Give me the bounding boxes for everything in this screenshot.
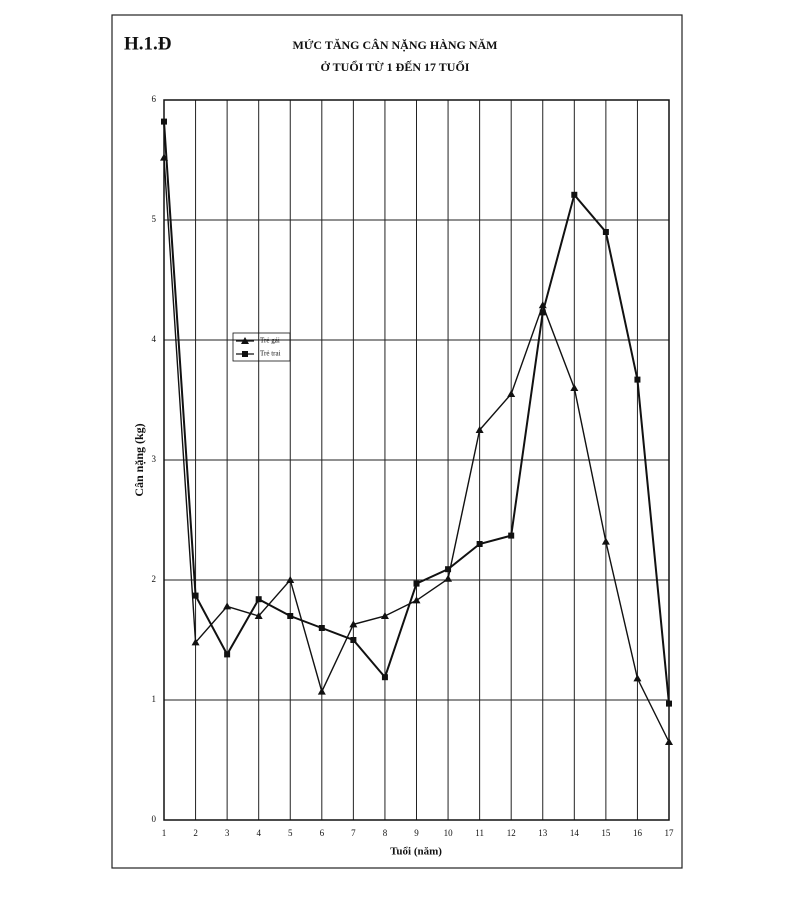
x-tick-label: 13: [538, 828, 548, 838]
x-tick-label: 5: [288, 828, 293, 838]
marker: [349, 620, 358, 628]
marker: [476, 541, 483, 547]
chart-title: MỨC TĂNG CÂN NẶNG HÀNG NĂM: [293, 38, 498, 52]
marker: [570, 384, 579, 391]
marker: [633, 674, 642, 682]
marker: [224, 651, 231, 658]
x-tick-label: 12: [507, 828, 516, 838]
x-tick-label: 15: [601, 828, 611, 838]
marker: [475, 426, 484, 433]
marker: [192, 592, 199, 599]
marker: [318, 625, 325, 631]
marker: [191, 638, 200, 646]
x-tick-label: 4: [256, 828, 261, 838]
y-tick-label: 5: [152, 214, 157, 224]
y-tick-label: 3: [152, 454, 157, 464]
y-tick-label: 2: [152, 574, 157, 584]
chart-subtitle: Ở TUỔI TỪ 1 ĐẾN 17 TUỔI: [321, 59, 470, 74]
y-tick-label: 4: [152, 334, 157, 344]
marker: [634, 376, 641, 383]
legend-box: [232, 332, 291, 362]
x-tick-label: 6: [320, 828, 325, 838]
marker: [317, 687, 326, 695]
marker: [666, 700, 672, 707]
page-frame: [111, 14, 683, 869]
legend-label: Trẻ gái: [260, 337, 280, 345]
x-tick-label: 7: [351, 828, 356, 838]
marker: [255, 596, 262, 603]
y-axis-label: Cân nặng (kg): [132, 423, 146, 496]
marker: [507, 390, 516, 397]
y-tick-label: 1: [152, 694, 157, 704]
figure-label: H.1.Đ: [124, 33, 172, 54]
marker: [161, 118, 167, 125]
marker: [254, 612, 263, 619]
legend-marker: [242, 351, 248, 357]
marker: [665, 738, 673, 745]
marker: [602, 229, 609, 235]
marker: [223, 602, 232, 610]
x-tick-label: 16: [633, 828, 643, 838]
x-tick-label: 9: [414, 828, 419, 838]
y-tick-label: 6: [152, 94, 157, 104]
y-tick-label: 0: [152, 814, 157, 824]
x-tick-label: 3: [225, 828, 230, 838]
marker: [445, 566, 452, 573]
marker: [350, 637, 357, 643]
marker: [413, 580, 420, 587]
marker: [539, 309, 546, 316]
x-tick-label: 10: [444, 828, 454, 838]
marker: [571, 191, 578, 198]
x-tick-label: 14: [570, 828, 580, 838]
x-axis-label: Tuổi (năm): [390, 846, 442, 858]
x-tick-label: 11: [475, 828, 484, 838]
marker: [286, 576, 295, 583]
marker: [412, 596, 421, 604]
marker: [381, 674, 388, 681]
marker: [508, 532, 515, 539]
plot-frame: [163, 99, 670, 821]
x-tick-label: 1: [162, 828, 167, 838]
x-tick-label: 17: [665, 828, 675, 838]
legend-marker: [241, 337, 249, 344]
marker: [444, 574, 453, 582]
marker: [287, 613, 294, 619]
marker: [380, 612, 389, 619]
legend-label: Trẻ trai: [260, 350, 281, 358]
marker: [601, 537, 610, 545]
x-tick-label: 8: [383, 828, 388, 838]
x-tick-label: 2: [193, 828, 198, 838]
